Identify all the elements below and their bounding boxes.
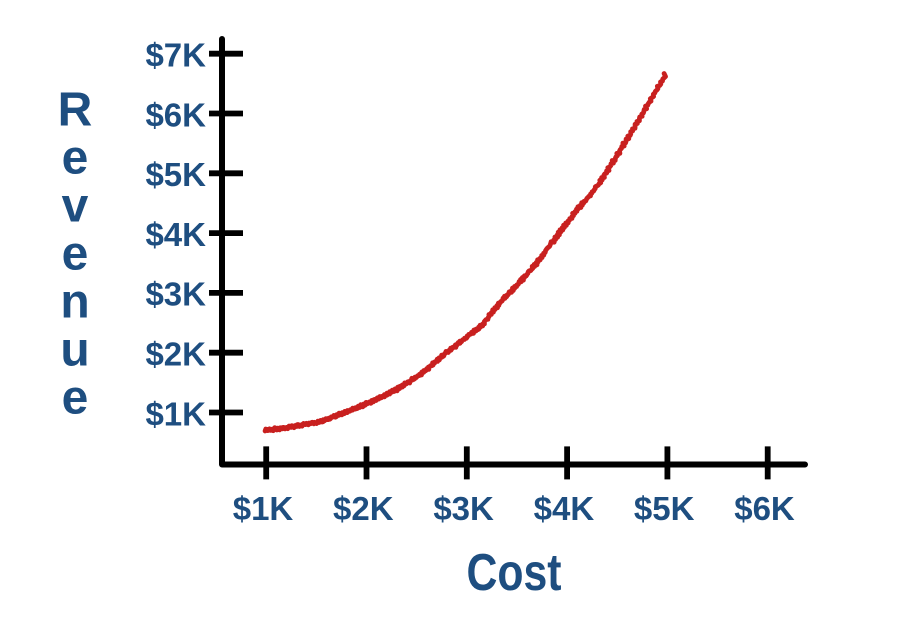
svg-text:e: e — [62, 372, 89, 425]
svg-text:$3K: $3K — [433, 490, 494, 527]
svg-text:Cost: Cost — [467, 544, 562, 602]
svg-text:$2K: $2K — [333, 490, 394, 527]
svg-text:$4K: $4K — [534, 490, 595, 527]
svg-text:$4K: $4K — [145, 216, 206, 253]
svg-text:$2K: $2K — [145, 336, 206, 373]
svg-text:R: R — [58, 84, 93, 137]
svg-text:v: v — [62, 180, 89, 233]
svg-text:$7K: $7K — [145, 37, 206, 74]
svg-text:$6K: $6K — [145, 96, 206, 133]
svg-text:$6K: $6K — [734, 490, 795, 527]
svg-text:$3K: $3K — [145, 276, 206, 313]
svg-text:$5K: $5K — [634, 490, 695, 527]
svg-text:$5K: $5K — [145, 156, 206, 193]
svg-text:e: e — [62, 228, 89, 281]
svg-text:$1K: $1K — [145, 395, 206, 432]
svg-text:e: e — [62, 132, 89, 185]
svg-text:u: u — [60, 324, 89, 377]
svg-text:n: n — [60, 276, 89, 329]
svg-text:$1K: $1K — [233, 490, 294, 527]
